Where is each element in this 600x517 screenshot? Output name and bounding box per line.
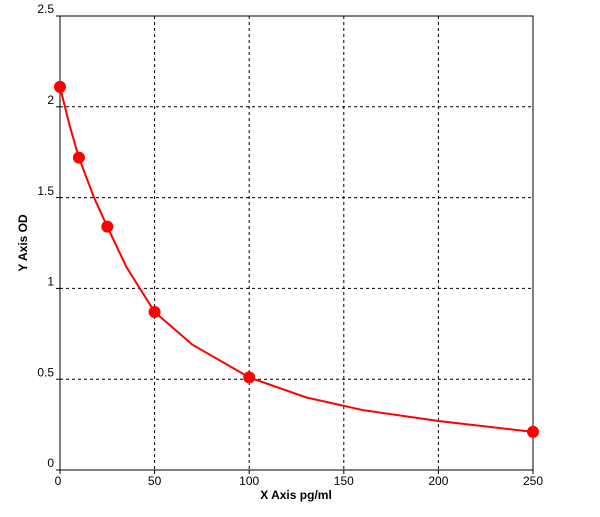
data-point	[54, 80, 66, 93]
x-tick-label: 250	[523, 474, 543, 488]
y-tick-label: 0	[47, 456, 54, 470]
data-point	[72, 151, 85, 164]
plot-area	[60, 16, 533, 470]
y-axis-title: Y Axis OD	[16, 214, 30, 272]
plot-frame	[59, 15, 534, 471]
y-tick-label: 1	[47, 275, 54, 289]
data-point	[148, 306, 161, 319]
data-point	[101, 220, 114, 233]
x-tick-label: 150	[334, 474, 354, 488]
x-tick-label: 50	[148, 474, 162, 488]
x-tick-label: 0	[55, 474, 62, 488]
x-tick-label: 100	[239, 474, 259, 488]
x-tick-label: 200	[428, 474, 448, 488]
y-tick-label: 2.5	[37, 2, 54, 16]
x-axis-title: X Axis pg/ml	[260, 488, 332, 502]
y-tick-label: 1.5	[37, 184, 54, 198]
data-point	[243, 371, 256, 384]
data-point	[527, 425, 539, 438]
y-tick-label: 0.5	[37, 365, 54, 379]
y-tick-label: 2	[47, 93, 54, 107]
